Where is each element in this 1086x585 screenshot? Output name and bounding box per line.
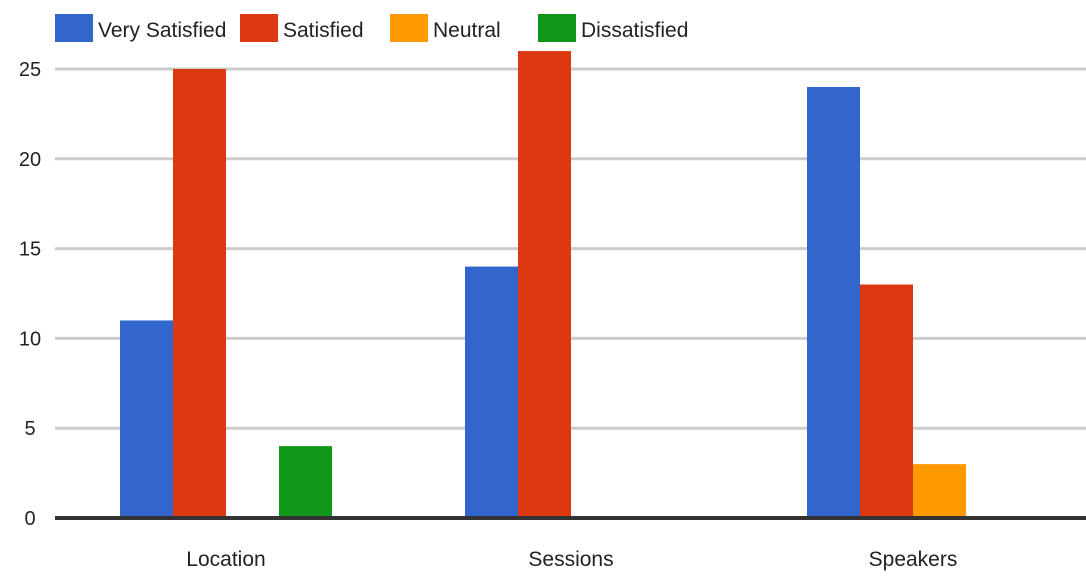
y-tick-label: 25: [19, 59, 41, 81]
legend: Very Satisfied Satisfied Neutral Dissatisfi…: [55, 14, 688, 42]
bar: [465, 266, 518, 518]
bar: [860, 284, 913, 518]
x-tick-label: Speakers: [869, 548, 958, 571]
bar: [173, 69, 226, 518]
bar: [807, 86, 860, 519]
y-tick-label: 0: [24, 508, 35, 530]
x-tick-label: Sessions: [528, 548, 613, 571]
legend-label: Neutral: [433, 19, 501, 42]
legend-label: Dissatisfied: [581, 19, 688, 42]
y-tick-label: 5: [24, 418, 35, 440]
bar: [518, 51, 571, 518]
x-tick-label: Location: [186, 548, 265, 571]
bar: [120, 320, 173, 518]
legend-swatch: [390, 14, 428, 42]
x-axis-labels: Location Sessions Speakers: [186, 548, 957, 571]
legend-swatch: [538, 14, 576, 42]
bar: [913, 464, 966, 518]
legend-label: Satisfied: [283, 19, 364, 42]
legend-label: Very Satisfied: [98, 19, 226, 42]
bar: [279, 446, 332, 518]
y-tick-label: 20: [19, 149, 41, 171]
y-tick-label: 15: [19, 239, 41, 261]
legend-swatch: [55, 14, 93, 42]
legend-swatch: [240, 14, 278, 42]
bars: [120, 51, 966, 519]
y-axis-ticks: 0 5 10 15 20 25: [19, 59, 41, 530]
y-tick-label: 10: [19, 328, 41, 350]
